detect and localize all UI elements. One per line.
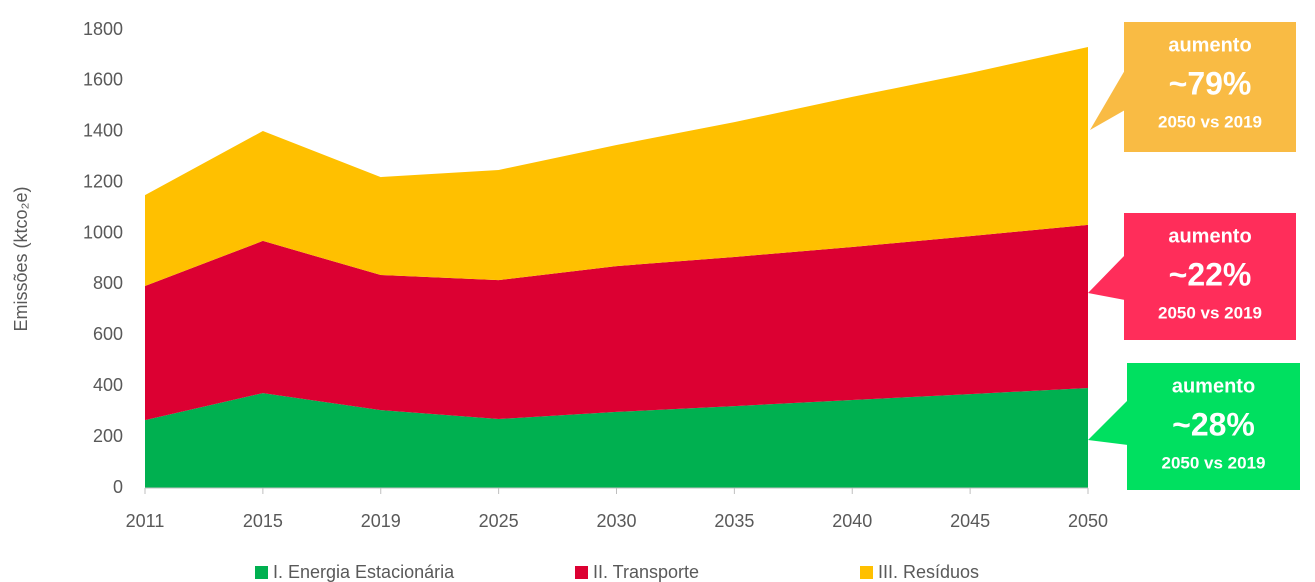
legend-label: I. Energia Estacionária [273, 562, 455, 582]
callout-text: aumento [1168, 225, 1251, 247]
x-tick-label: 2011 [126, 511, 165, 531]
y-tick-label: 1200 [83, 171, 123, 191]
x-tick-label: 2050 [1068, 511, 1108, 531]
x-tick-label: 2030 [596, 511, 636, 531]
callout-text: ~28% [1172, 406, 1255, 442]
area [145, 224, 1088, 421]
y-tick-label: 1400 [83, 121, 123, 141]
y-axis-label: Emissões (ktco₂e) [11, 186, 31, 331]
callout-text: 2050 vs 2019 [1162, 453, 1266, 472]
y-tick-label: 200 [93, 426, 123, 446]
legend-label: III. Resíduos [878, 562, 979, 582]
y-tick-label: 800 [93, 273, 123, 293]
y-tick-label: 1000 [83, 222, 123, 242]
callout-box [1124, 22, 1296, 152]
callout-text: 2050 vs 2019 [1158, 303, 1262, 322]
area [145, 47, 1088, 286]
callout-text: ~79% [1169, 65, 1252, 101]
callout-box [1127, 363, 1300, 490]
legend-label: II. Transporte [593, 562, 699, 582]
y-tick-label: 1800 [83, 19, 123, 39]
callout-text: aumento [1172, 375, 1255, 397]
y-tick-label: 600 [93, 324, 123, 344]
y-tick-label: 0 [113, 477, 123, 497]
x-tick-label: 2025 [479, 511, 519, 531]
callout-pointer [1090, 70, 1125, 130]
legend-swatch [860, 566, 873, 579]
y-tick-label: 1600 [83, 70, 123, 90]
x-tick-label: 2035 [714, 511, 754, 531]
area [145, 388, 1088, 488]
callout-text: ~22% [1169, 256, 1252, 292]
x-tick-label: 2019 [361, 511, 401, 531]
x-tick-label: 2045 [950, 511, 990, 531]
x-tick-label: 2040 [832, 511, 872, 531]
x-tick-label: 2015 [243, 511, 283, 531]
callout-text: aumento [1168, 34, 1251, 56]
callout-pointer [1088, 400, 1128, 445]
callout-box [1124, 213, 1296, 340]
y-tick-label: 400 [93, 375, 123, 395]
legend-swatch [575, 566, 588, 579]
callout-text: 2050 vs 2019 [1158, 112, 1262, 131]
legend-swatch [255, 566, 268, 579]
callout-pointer [1088, 255, 1125, 300]
